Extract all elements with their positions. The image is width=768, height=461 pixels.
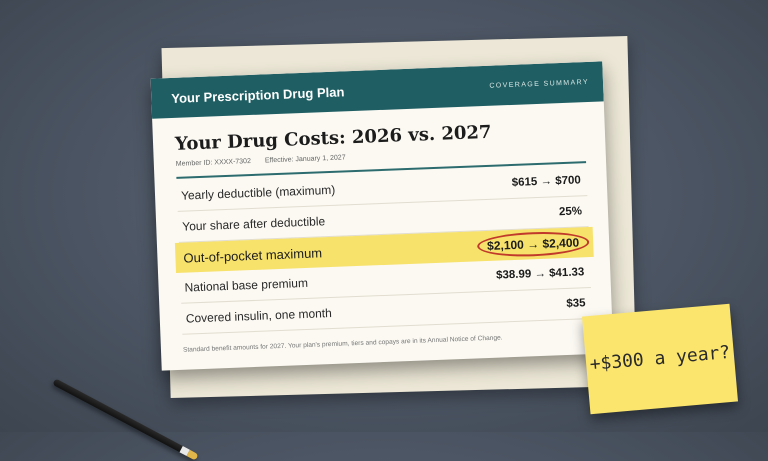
row-label: Your share after deductible bbox=[181, 214, 326, 234]
row-value: 25% bbox=[558, 205, 583, 219]
row-value: $35 bbox=[566, 297, 586, 310]
pen-tip bbox=[186, 449, 199, 461]
footnote: Standard benefit amounts for 2027. Your … bbox=[182, 334, 503, 354]
plan-title: Your Prescription Drug Plan bbox=[171, 83, 345, 106]
row-value: $38.99 → $41.33 bbox=[495, 266, 585, 282]
row-label: Out-of-pocket maximum bbox=[183, 244, 323, 266]
coverage-summary-card: Your Prescription Drug Plan COVERAGE SUM… bbox=[150, 61, 614, 371]
member-id: Member ID: XXXX-7302 bbox=[175, 157, 252, 168]
row-value: $615 → $700 bbox=[511, 174, 582, 189]
row-label: Yearly deductible (maximum) bbox=[180, 182, 336, 203]
effective-date: Effective: January 1, 2027 bbox=[264, 154, 346, 165]
row-label: National base premium bbox=[184, 275, 309, 295]
sticky-note: +$300 a year? bbox=[582, 303, 738, 415]
coverage-summary-label: COVERAGE SUMMARY bbox=[489, 78, 590, 90]
row-label: Covered insulin, one month bbox=[185, 306, 333, 326]
card-body: Your Drug Costs: 2026 vs. 2027 Member ID… bbox=[152, 101, 613, 354]
circled-value: $2,100 → $2,400 bbox=[476, 230, 590, 259]
